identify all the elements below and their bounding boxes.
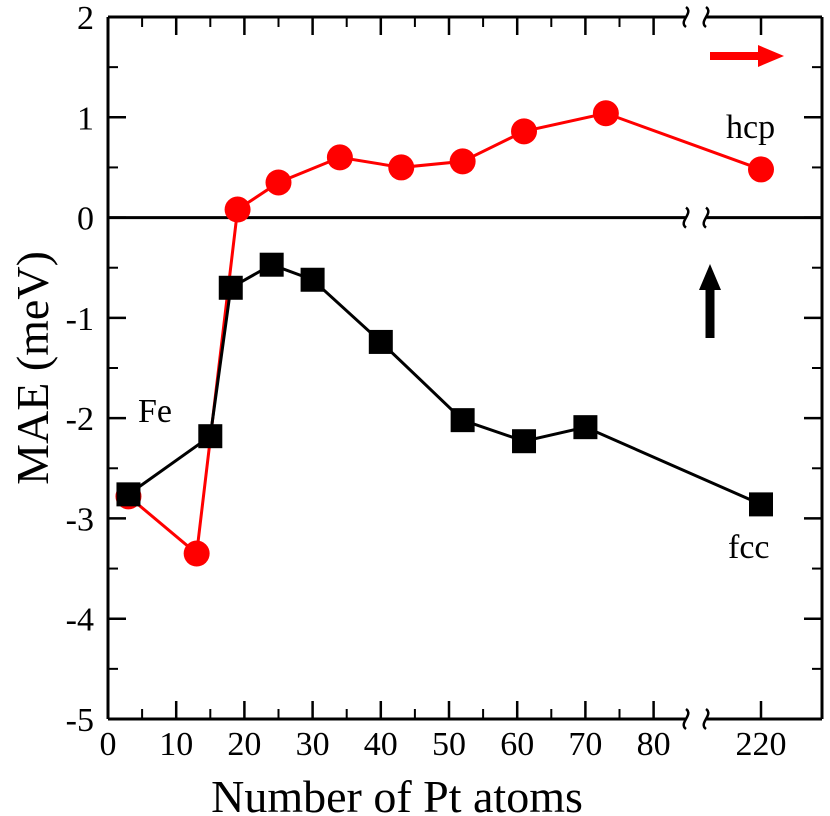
hcp-point bbox=[511, 118, 538, 145]
x-tick-label: 70 bbox=[568, 726, 602, 763]
hcp-point bbox=[265, 169, 292, 196]
x-tick-label: 220 bbox=[736, 726, 787, 763]
hcp-point bbox=[592, 100, 619, 127]
hcp-point bbox=[748, 156, 774, 183]
fcc-label: fcc bbox=[728, 529, 770, 566]
fcc-point bbox=[749, 492, 773, 517]
y-tick-label: -1 bbox=[66, 301, 94, 338]
y-tick-label: -2 bbox=[66, 401, 94, 438]
x-tick-label: 40 bbox=[364, 726, 398, 763]
hcp-point bbox=[183, 540, 210, 567]
hcp-point bbox=[449, 148, 476, 175]
y-tick-label: -3 bbox=[66, 501, 94, 538]
axis-break-mark-1-1 bbox=[702, 206, 710, 229]
fcc-point bbox=[450, 408, 475, 433]
fcc-point bbox=[512, 429, 537, 454]
fcc-point bbox=[116, 482, 141, 507]
y-tick-label: 0 bbox=[77, 201, 94, 238]
axis-break-mark-0-1 bbox=[702, 6, 710, 28]
hcp-label: hcp bbox=[726, 109, 775, 146]
x-tick-label: 20 bbox=[227, 726, 261, 763]
x-tick-label: 0 bbox=[100, 726, 117, 763]
fcc-point bbox=[218, 275, 243, 300]
x-tick-label: 10 bbox=[159, 726, 193, 763]
fcc-point bbox=[573, 415, 598, 440]
x-axis-title: Number of Pt atoms bbox=[211, 771, 583, 816]
axis-break-mark-2-1 bbox=[702, 708, 710, 730]
black-arrow-icon bbox=[699, 264, 721, 338]
y-tick-label: -4 bbox=[66, 602, 94, 639]
x-tick-label: 80 bbox=[637, 726, 671, 763]
axis-break-mark-0-0 bbox=[682, 6, 690, 28]
fcc-point bbox=[368, 329, 393, 354]
axis-break-mark-1-0 bbox=[682, 206, 690, 229]
hcp-point bbox=[326, 144, 353, 171]
fcc-point bbox=[300, 267, 325, 292]
y-tick-label: 2 bbox=[77, 0, 94, 37]
fcc-point bbox=[259, 252, 284, 277]
x-tick-label: 50 bbox=[432, 726, 466, 763]
axis-break-mark-2-0 bbox=[682, 708, 690, 730]
x-tick-label: 30 bbox=[296, 726, 330, 763]
hcp-point bbox=[388, 154, 415, 181]
y-tick-label: 1 bbox=[77, 100, 94, 137]
y-tick-label: -5 bbox=[66, 702, 94, 739]
series-line-fcc bbox=[127, 263, 762, 506]
x-tick-label: 60 bbox=[500, 726, 534, 763]
fcc-point bbox=[198, 424, 223, 449]
hcp-point bbox=[224, 196, 251, 223]
red-arrow-icon bbox=[710, 45, 784, 67]
fe-label: Fe bbox=[138, 393, 172, 430]
series-layer bbox=[115, 100, 774, 567]
y-axis-title: MAE (meV) bbox=[7, 251, 58, 485]
